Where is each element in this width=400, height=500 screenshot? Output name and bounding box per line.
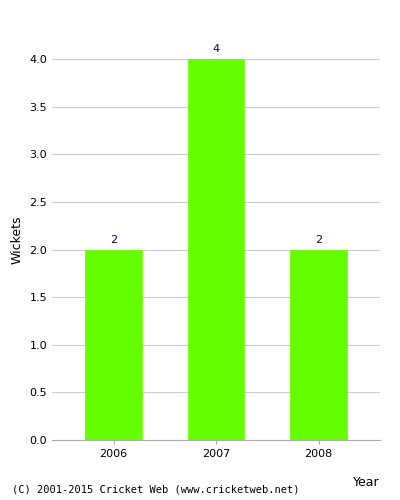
- Bar: [188, 59, 244, 440]
- Text: 4: 4: [212, 44, 220, 54]
- Text: Year: Year: [353, 476, 380, 489]
- Text: (C) 2001-2015 Cricket Web (www.cricketweb.net): (C) 2001-2015 Cricket Web (www.cricketwe…: [12, 485, 300, 495]
- Text: 2: 2: [315, 235, 322, 245]
- Bar: [85, 250, 142, 440]
- Text: 2: 2: [110, 235, 117, 245]
- Y-axis label: Wickets: Wickets: [11, 216, 24, 264]
- Bar: [290, 250, 347, 440]
